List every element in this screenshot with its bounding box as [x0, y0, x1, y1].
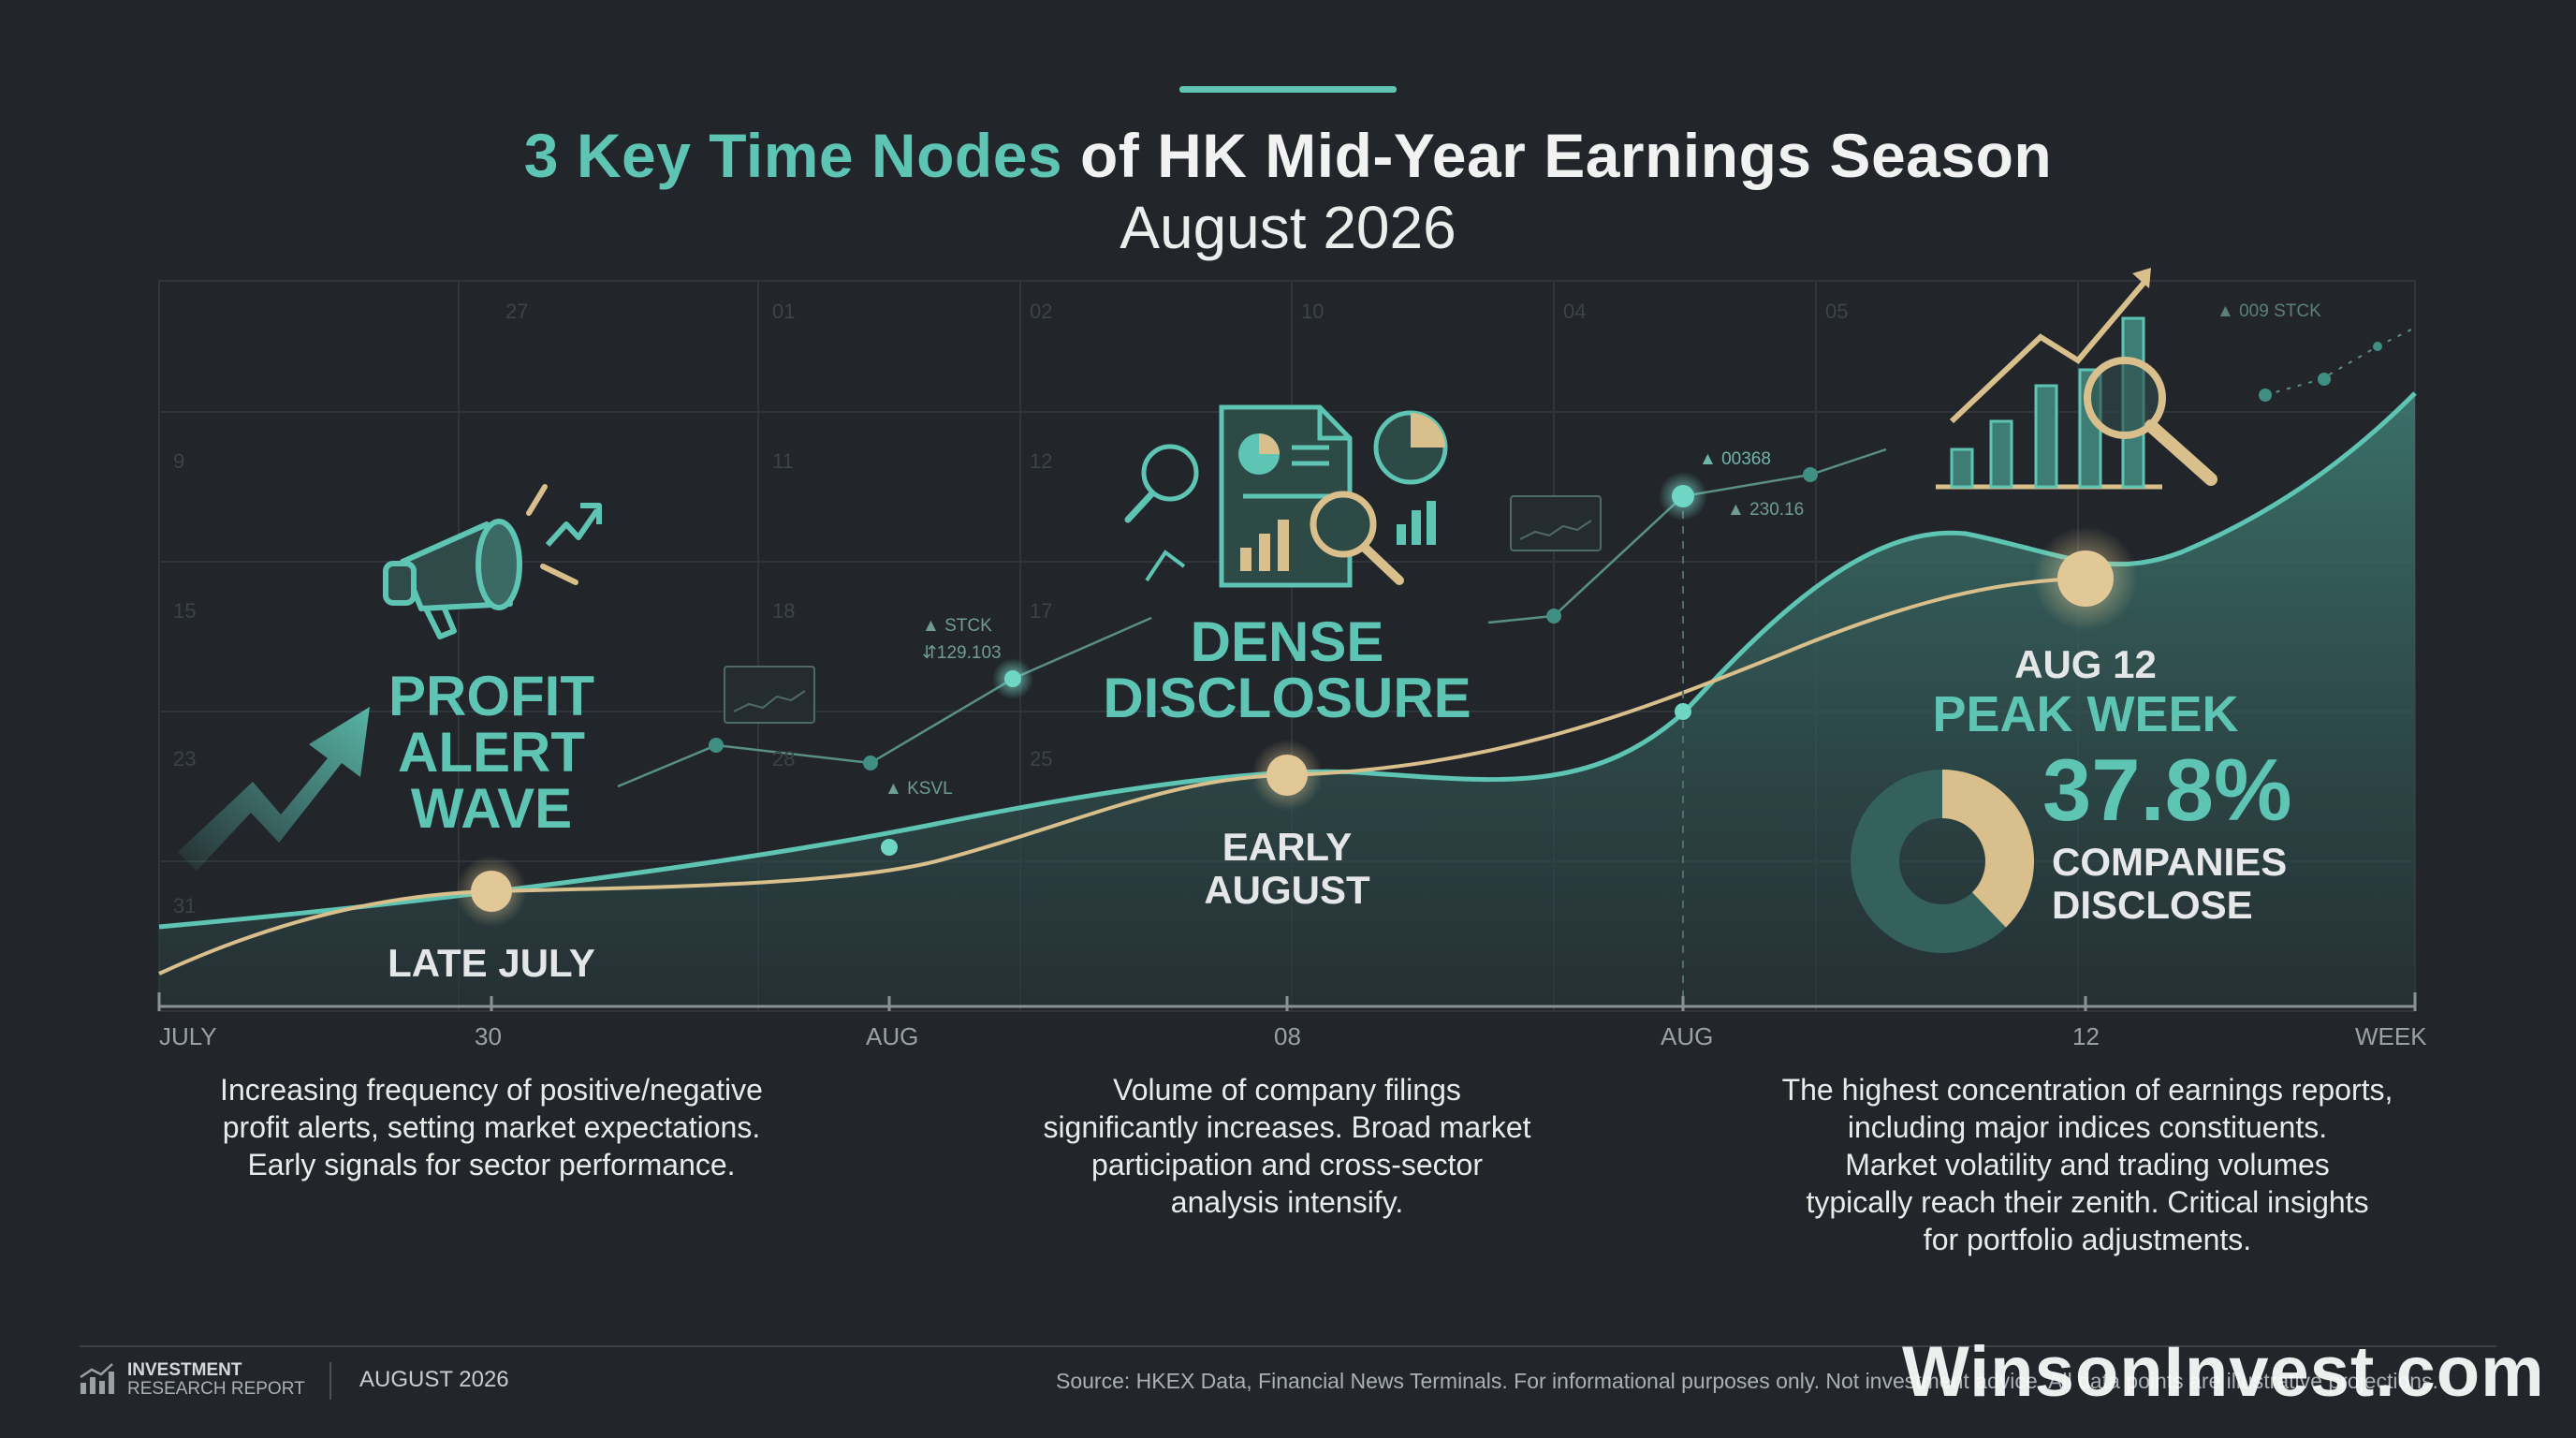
- price-line-3: [2264, 327, 2416, 396]
- watermark-logo: WinsonInvest.com: [1902, 1332, 2545, 1412]
- description-line: for portfolio adjustments.: [1923, 1223, 2252, 1256]
- spark-arrow-icon: [545, 503, 602, 548]
- description-line: Increasing frequency of positive/negativ…: [220, 1073, 763, 1107]
- donut-share-arc: [1942, 770, 2034, 928]
- stat-label-line: COMPANIES: [2052, 840, 2288, 884]
- description-line: Early signals for sector performance.: [247, 1148, 736, 1181]
- growth-chart-icon: [80, 1363, 114, 1394]
- bar-chart-magnifier-icon: [1936, 268, 2217, 490]
- node3-heading: PEAK WEEK: [1932, 686, 2239, 742]
- node1-heading: PROFIT ALERT WAVE: [351, 668, 632, 837]
- node2-label: EARLY AUGUST: [1100, 826, 1474, 912]
- brand-line: INVESTMENT: [127, 1360, 242, 1380]
- calendar-number: 25: [1030, 747, 1053, 770]
- node2-heading-line: DENSE: [1190, 610, 1384, 673]
- ticker-label: ▲ 009 STCK: [2217, 301, 2321, 321]
- alert-spark-icon: [526, 484, 578, 585]
- calendar-number: 31: [173, 894, 197, 917]
- node-marker-early-august: [1251, 740, 1323, 811]
- calendar-number: 04: [1563, 300, 1587, 323]
- highlight-point: [881, 839, 898, 856]
- calendar-number: 15: [173, 599, 197, 623]
- description-line: Volume of company filings: [1113, 1073, 1461, 1107]
- calendar-number: 12: [1030, 449, 1053, 473]
- footer-divider: [80, 1345, 2496, 1347]
- node1-heading-line: PROFIT: [388, 665, 594, 727]
- axis-label: JULY: [159, 1022, 217, 1050]
- highlight-point: [1675, 703, 1691, 720]
- description-line: analysis intensify.: [1170, 1185, 1404, 1219]
- node-marker-late-july: [456, 856, 527, 927]
- footer-brand: INVESTMENT RESEARCH REPORT: [127, 1361, 305, 1399]
- mini-chart-box: [724, 495, 1602, 724]
- axis-label: 12: [2072, 1022, 2100, 1050]
- description-line: Market volatility and trading volumes: [1845, 1148, 2330, 1181]
- page-subtitle: August 2026: [1120, 194, 1456, 261]
- stat-label-line: DISCLOSE: [2052, 883, 2253, 927]
- node2-description: Volume of company filings significantly …: [1006, 1071, 1568, 1221]
- node-marker-peak-week: [2033, 526, 2138, 631]
- teal-trend-line: [158, 391, 2417, 930]
- brand-line: RESEARCH REPORT: [127, 1379, 305, 1399]
- ticker-label: ▲ 00368: [1699, 449, 1771, 469]
- footer-source: Source: HKEX Data, Financial News Termin…: [1056, 1369, 2438, 1393]
- node2-label-line: AUGUST: [1204, 868, 1370, 912]
- node3-date: AUG 12: [2014, 642, 2157, 686]
- calendar-number: 23: [173, 747, 197, 770]
- peak-stat-label: COMPANIES DISCLOSE: [2052, 841, 2287, 927]
- node2-heading: DENSE DISCLOSURE: [1053, 614, 1521, 726]
- trend-arrow-icon: [178, 707, 370, 871]
- node2-label-line: EARLY: [1222, 825, 1353, 869]
- calendar-number: 27: [505, 300, 529, 323]
- ticker-value: ▲ 230.16: [1727, 500, 1805, 520]
- calendar-number: 17: [1030, 599, 1053, 623]
- description-line: significantly increases. Broad market: [1043, 1110, 1531, 1144]
- axis-label: AUG: [1661, 1022, 1714, 1050]
- calendar-number: 10: [1301, 300, 1325, 323]
- calendar-number: 18: [772, 599, 796, 623]
- node3-description: The highest concentration of earnings re…: [1741, 1071, 2434, 1258]
- peak-stat: 37.8%: [2042, 741, 2292, 839]
- highlight-point: [1672, 485, 1694, 507]
- highlight-point: [1004, 670, 1021, 687]
- description-line: typically reach their zenith. Critical i…: [1806, 1185, 2369, 1219]
- megaphone-icon: [383, 519, 522, 639]
- ticker-label: ▲ STCK: [922, 616, 992, 636]
- axis-label: 30: [475, 1022, 502, 1050]
- title-accent: 3 Key Time Nodes: [523, 121, 1063, 190]
- page-title: 3 Key Time Nodes of HK Mid-Year Earnings…: [0, 120, 2576, 191]
- description-line: profit alerts, setting market expectatio…: [222, 1110, 761, 1144]
- node2-heading-line: DISCLOSURE: [1103, 667, 1471, 729]
- ticker-value: ⇵129.103: [922, 643, 1002, 663]
- node1-description: Increasing frequency of positive/negativ…: [168, 1071, 814, 1183]
- node1-heading-line: ALERT: [398, 721, 585, 784]
- axis-ticks: [157, 992, 2417, 1011]
- axis-label: 08: [1274, 1022, 1301, 1050]
- description-line: The highest concentration of earnings re…: [1781, 1073, 2393, 1107]
- axis-label: WEEK: [2355, 1022, 2427, 1050]
- description-line: including major indices constituents.: [1847, 1110, 2328, 1144]
- calendar-number: 9: [173, 449, 185, 473]
- calendar-number: 05: [1825, 300, 1849, 323]
- calendar-number: 28: [772, 747, 796, 770]
- calendar-number: 11: [772, 449, 794, 473]
- calendar-number: 01: [772, 300, 796, 323]
- document-analysis-icon: [1124, 404, 1448, 588]
- calendar-number: 02: [1030, 300, 1053, 323]
- node1-label: LATE JULY: [388, 941, 595, 985]
- footer-date: AUGUST 2026: [359, 1367, 509, 1392]
- axis-label: AUG: [866, 1022, 919, 1050]
- ticker-label: ▲ KSVL: [885, 779, 953, 799]
- node1-heading-line: WAVE: [410, 777, 573, 840]
- title-rest: of HK Mid-Year Earnings Season: [1062, 121, 2053, 190]
- footer-separator: [329, 1362, 331, 1400]
- description-line: participation and cross-sector: [1091, 1148, 1483, 1181]
- title-accent-bar: [1179, 86, 1397, 93]
- price-dots: [709, 342, 2382, 770]
- donut-chart: [1851, 770, 2034, 953]
